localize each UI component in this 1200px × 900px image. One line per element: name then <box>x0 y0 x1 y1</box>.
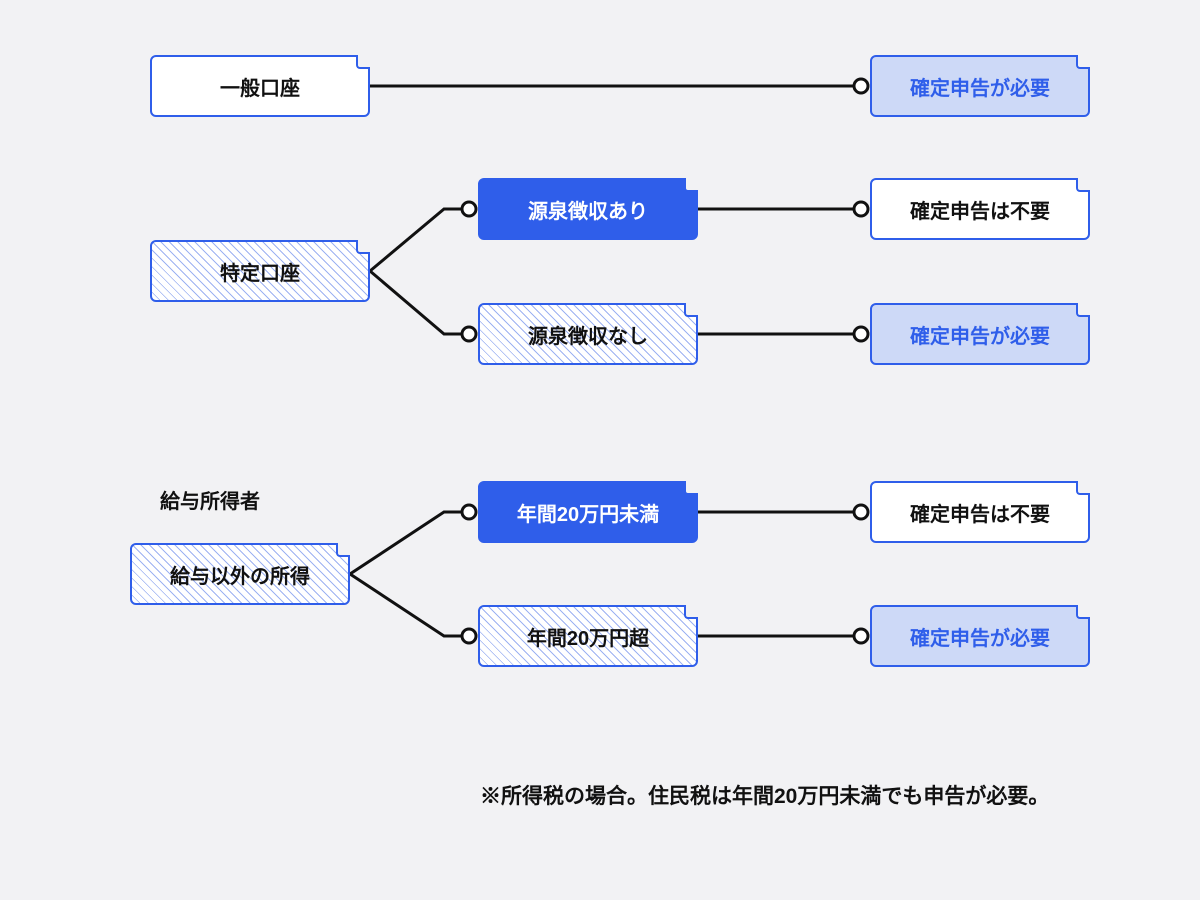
node-n-src-yes: 源泉徴収あり <box>478 178 698 240</box>
edge-n-nonwage-n-o20 <box>350 574 462 636</box>
node-label: 確定申告は不要 <box>910 498 1050 527</box>
corner-notch <box>684 178 698 192</box>
node-n-nonwage: 給与以外の所得 <box>130 543 350 605</box>
node-label: 一般口座 <box>220 72 300 101</box>
node-label: 確定申告が必要 <box>910 72 1050 101</box>
edge-end-n-noreq-1 <box>854 202 868 216</box>
node-label: 年間20万円未満 <box>517 498 659 527</box>
footnote: ※所得税の場合。住民税は年間20万円未満でも申告が必要。 <box>480 780 1049 810</box>
node-label: 源泉徴収なし <box>528 320 648 349</box>
label-lbl-salary: 給与所得者 <box>160 485 260 514</box>
edge-n-nonwage-n-u20 <box>350 512 462 574</box>
node-label: 源泉徴収あり <box>528 195 648 224</box>
node-n-req-2: 確定申告が必要 <box>870 303 1090 365</box>
corner-notch <box>356 240 370 254</box>
corner-notch <box>1076 303 1090 317</box>
node-label: 確定申告が必要 <box>910 320 1050 349</box>
edge-end-n-noreq-2 <box>854 505 868 519</box>
node-n-special: 特定口座 <box>150 240 370 302</box>
corner-notch <box>1076 55 1090 69</box>
edge-end-n-u20 <box>462 505 476 519</box>
corner-notch <box>356 55 370 69</box>
corner-notch <box>684 303 698 317</box>
corner-notch <box>1076 605 1090 619</box>
node-n-noreq-1: 確定申告は不要 <box>870 178 1090 240</box>
edge-end-n-req-2 <box>854 327 868 341</box>
node-label: 年間20万円超 <box>527 622 649 651</box>
node-n-req-3: 確定申告が必要 <box>870 605 1090 667</box>
node-n-u20: 年間20万円未満 <box>478 481 698 543</box>
node-label: 確定申告は不要 <box>910 195 1050 224</box>
corner-notch <box>684 605 698 619</box>
node-label: 給与以外の所得 <box>170 560 310 589</box>
node-n-general: 一般口座 <box>150 55 370 117</box>
edge-end-n-req-3 <box>854 629 868 643</box>
corner-notch <box>684 481 698 495</box>
node-label: 特定口座 <box>220 257 300 286</box>
edge-end-n-src-yes <box>462 202 476 216</box>
node-n-src-no: 源泉徴収なし <box>478 303 698 365</box>
corner-notch <box>336 543 350 557</box>
edge-n-special-n-src-no <box>370 271 462 334</box>
edge-end-n-req-1 <box>854 79 868 93</box>
edge-end-n-src-no <box>462 327 476 341</box>
edge-end-n-o20 <box>462 629 476 643</box>
corner-notch <box>1076 178 1090 192</box>
node-n-req-1: 確定申告が必要 <box>870 55 1090 117</box>
node-n-noreq-2: 確定申告は不要 <box>870 481 1090 543</box>
node-label: 確定申告が必要 <box>910 622 1050 651</box>
node-n-o20: 年間20万円超 <box>478 605 698 667</box>
edge-n-special-n-src-yes <box>370 209 462 271</box>
corner-notch <box>1076 481 1090 495</box>
connector-layer <box>0 0 1200 900</box>
